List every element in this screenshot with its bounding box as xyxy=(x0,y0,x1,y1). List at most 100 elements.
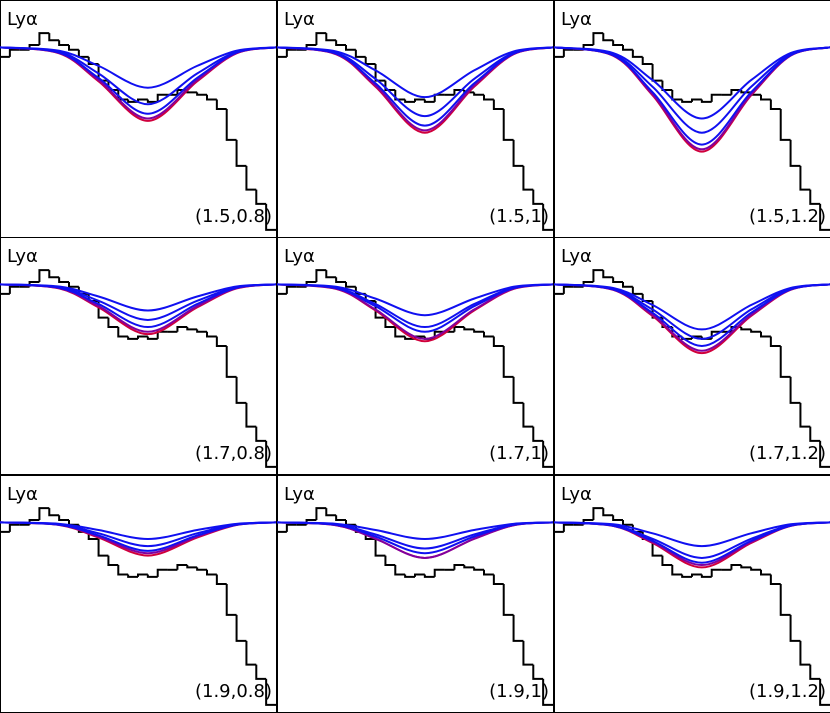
observed-step xyxy=(196,329,207,333)
observed-step xyxy=(602,270,614,279)
observed-step xyxy=(789,614,801,642)
observed-step xyxy=(700,574,712,578)
observed-step xyxy=(681,574,692,578)
observed-step xyxy=(58,515,69,522)
observed-step xyxy=(483,569,494,576)
observed-step xyxy=(215,99,227,111)
observed-step xyxy=(285,48,297,57)
observed-step xyxy=(453,564,465,570)
observed-step xyxy=(799,402,811,428)
observed-step xyxy=(502,584,514,616)
observed-step xyxy=(473,92,484,96)
observed-step xyxy=(562,285,574,294)
observed-step xyxy=(562,523,574,532)
panel: Lyα (1.7,1) xyxy=(277,237,554,475)
observed-step xyxy=(345,282,356,288)
observed-step xyxy=(394,90,406,101)
observed-step xyxy=(641,56,653,65)
observed-step xyxy=(691,573,702,577)
observed-step xyxy=(38,507,50,521)
observed-step xyxy=(483,94,494,101)
observed-step xyxy=(740,90,752,94)
observed-step xyxy=(225,584,237,616)
observed-step xyxy=(245,165,257,191)
observed-step xyxy=(176,564,188,570)
line-label: Lyα xyxy=(561,9,592,30)
observed-step xyxy=(522,165,534,191)
panel: Lyα (1.5,1) xyxy=(277,0,554,238)
observed-step xyxy=(433,568,445,577)
observed-step xyxy=(206,569,217,576)
observed-step xyxy=(622,282,633,288)
observed-step xyxy=(58,277,69,284)
panel-frame xyxy=(0,237,277,475)
observed-step xyxy=(265,678,276,706)
observed-step xyxy=(463,327,475,331)
observed-step xyxy=(760,94,771,101)
observed-step xyxy=(354,49,366,58)
observed-step xyxy=(809,426,821,442)
line-label: Lyα xyxy=(7,9,38,30)
observed-step xyxy=(137,335,148,339)
observed-step xyxy=(631,49,643,58)
observed-step xyxy=(68,45,79,51)
model-curve xyxy=(554,46,830,120)
observed-step xyxy=(423,574,435,578)
observed-step xyxy=(473,567,484,571)
panel: Lyα (1.7,1.2) xyxy=(554,237,830,475)
observed-step xyxy=(592,32,604,46)
observed-step xyxy=(414,573,425,577)
line-label: Lyα xyxy=(284,9,315,30)
observed-step xyxy=(769,99,781,111)
observed-step xyxy=(265,440,276,468)
observed-step xyxy=(769,336,781,348)
observed-step xyxy=(681,99,692,103)
observed-step xyxy=(404,574,415,578)
observed-step xyxy=(265,203,276,231)
observed-step xyxy=(245,402,257,428)
observed-step xyxy=(492,336,504,348)
observed-step xyxy=(532,664,544,680)
observed-step xyxy=(760,331,771,338)
model-curve xyxy=(0,283,277,312)
observed-step xyxy=(740,565,752,569)
observed-step xyxy=(592,269,604,283)
observed-step xyxy=(345,45,356,51)
observed-step xyxy=(68,282,79,288)
observed-step xyxy=(819,678,830,706)
observed-step xyxy=(325,33,337,42)
observed-step xyxy=(740,327,752,331)
observed-step xyxy=(384,555,396,567)
observed-step xyxy=(38,32,50,46)
observed-step xyxy=(255,664,267,680)
observed-step xyxy=(58,40,69,47)
model-curve xyxy=(0,521,277,540)
observed-step xyxy=(522,640,534,666)
model-curve xyxy=(277,46,554,99)
observed-step xyxy=(789,139,801,167)
observed-step xyxy=(799,165,811,191)
observed-step xyxy=(117,327,129,338)
observed-step xyxy=(691,98,702,102)
observed-step xyxy=(384,80,396,92)
parameter-label: (1.7,1.2) xyxy=(749,443,826,464)
panel-frame xyxy=(277,237,554,475)
observed-step xyxy=(760,569,771,576)
observed-step xyxy=(512,614,524,642)
observed-step xyxy=(602,33,614,42)
observed-step xyxy=(671,565,683,576)
observed-step xyxy=(710,93,722,102)
observed-step xyxy=(315,32,327,46)
observed-step xyxy=(631,286,643,295)
observed-step xyxy=(404,99,415,103)
observed-step xyxy=(394,327,406,338)
panel-frame xyxy=(554,237,830,475)
parameter-label: (1.9,1) xyxy=(489,681,549,702)
observed-step xyxy=(127,99,138,103)
observed-step xyxy=(156,568,168,577)
observed-step xyxy=(612,515,623,522)
observed-step xyxy=(404,336,415,340)
parameter-label: (1.5,1) xyxy=(489,206,549,227)
observed-step xyxy=(492,99,504,111)
observed-step xyxy=(127,336,138,340)
